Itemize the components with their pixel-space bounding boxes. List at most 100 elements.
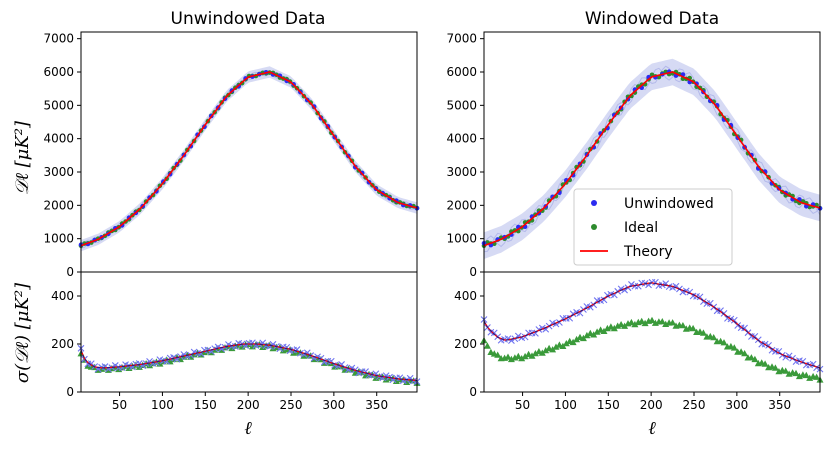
unwindowed-sigma-line <box>483 282 821 369</box>
ideal-sigma-marker <box>494 351 502 358</box>
ideal-sigma-marker <box>538 349 546 356</box>
unwindowed-sigma-marker <box>741 324 748 332</box>
x-tick-label: 250 <box>683 398 706 412</box>
ideal-sigma-marker <box>699 329 707 336</box>
ideal-sigma-marker <box>792 369 800 377</box>
y-tick-label: 3000 <box>43 165 74 179</box>
panel-windowed: Windowed Data 01000200030004000500060007… <box>446 9 824 412</box>
bottom-axes-frame <box>483 271 821 393</box>
x-axis-label-left: ℓ <box>244 418 252 439</box>
ideal-sigma-marker <box>483 342 491 349</box>
ideal-sigma-marker <box>689 324 697 332</box>
ideal-sigma-marker <box>658 318 666 325</box>
ideal-sigma-marker <box>617 321 625 328</box>
x-tick-label: 200 <box>237 398 260 412</box>
ideal-sigma-marker <box>679 322 687 329</box>
unwindowed-sigma-marker <box>730 316 738 324</box>
legend-label-theory: Theory <box>623 244 673 260</box>
y-tick-label: 7000 <box>446 32 477 46</box>
ideal-sigma-marker <box>542 347 550 354</box>
y-tick-label: 0 <box>469 265 477 279</box>
x-tick-label: 350 <box>768 398 791 412</box>
ideal-sigma-marker <box>737 348 745 355</box>
legend-box <box>573 188 733 266</box>
legend-label-ideal: Ideal <box>624 220 658 236</box>
y-tick-label: 4000 <box>43 132 74 146</box>
unwindowed-sigma-marker <box>504 335 512 343</box>
ideal-sigma-marker <box>562 340 570 347</box>
y-tick-label: 2000 <box>446 198 477 212</box>
ideal-sigma-marker <box>710 334 718 341</box>
uncertainty-band <box>81 66 417 252</box>
ideal-sigma-marker <box>146 362 154 369</box>
ideal-sigma-marker <box>504 353 512 360</box>
ideal-sigma-marker <box>115 365 123 373</box>
y-tick-label: 0 <box>66 265 74 279</box>
ideal-sigma-marker <box>806 374 814 381</box>
ideal-sigma-marker <box>813 373 821 380</box>
y-tick-label: 200 <box>51 337 74 351</box>
sigma-plot-unwindowed: 0 200 400 50 100 150 200 250 300 350 <box>51 271 421 412</box>
ideal-sigma-marker <box>600 327 608 334</box>
ideal-sigma-marker <box>730 344 738 351</box>
ideal-sigma-marker <box>669 319 677 326</box>
y-tick-label: 3000 <box>446 165 477 179</box>
legend-marker-unwindowed <box>591 200 597 206</box>
top-y-axis-label: 𝒟ℓ [μK²] <box>12 120 33 195</box>
legend-marker-ideal <box>591 224 597 230</box>
ideal-sigma-marker <box>761 360 769 367</box>
ideal-sigma-marker <box>782 367 790 374</box>
ideal-sigma-marker <box>802 371 810 379</box>
legend-label-unwindowed: Unwindowed <box>624 196 714 212</box>
ideal-sigma-marker <box>741 350 749 357</box>
ideal-sigma-marker <box>549 346 557 353</box>
x-tick-label: 100 <box>151 398 174 412</box>
y-tick-label: 5000 <box>446 98 477 112</box>
unwindowed-sigma-marker <box>170 354 177 361</box>
ideal-sigma-marker <box>638 317 646 324</box>
ideal-sigma-marker <box>228 344 236 352</box>
spectrum-plot-unwindowed: 0 1000 2000 3000 4000 5000 6000 7000 <box>43 31 420 279</box>
ideal-sigma-marker <box>507 355 515 363</box>
ideal-sigma-marker <box>403 378 411 385</box>
ideal-sigma-marker <box>573 335 581 343</box>
ideal-sigma-marker <box>603 324 611 332</box>
y-tick-label: 1000 <box>43 232 74 246</box>
ideal-sigma-marker <box>392 377 400 384</box>
y-tick-label: 0 <box>66 385 74 399</box>
y-tick-label: 6000 <box>43 65 74 79</box>
ideal-sigma-marker <box>747 354 755 361</box>
ideal-sigma-marker <box>583 331 591 339</box>
y-tick-label: 400 <box>454 289 477 303</box>
y-tick-label: 7000 <box>43 32 74 46</box>
ideal-sigma-marker <box>559 342 567 349</box>
y-tick-label: 5000 <box>43 98 74 112</box>
x-tick-label: 350 <box>365 398 388 412</box>
bottom-axes-frame <box>80 271 418 393</box>
ideal-sigma-marker <box>382 376 390 383</box>
y-tick-label: 200 <box>454 337 477 351</box>
ideal-sigma-marker <box>518 355 526 362</box>
panel-title-unwindowed: Unwindowed Data <box>171 9 326 29</box>
ideal-sigma-marker <box>641 319 649 327</box>
sigma-plot-windowed: 0 200 400 50 100 150 200 250 300 350 <box>454 271 824 412</box>
ideal-sigma-marker <box>569 338 577 346</box>
unwindowed-point <box>694 81 699 86</box>
theory-line <box>80 71 418 247</box>
legend: Unwindowed Ideal Theory <box>573 188 733 266</box>
ideal-sigma-marker <box>631 320 639 328</box>
ideal-sigma-marker <box>521 352 529 360</box>
x-tick-label: 50 <box>112 398 127 412</box>
ideal-sigma-marker <box>579 334 587 342</box>
y-tick-label: 400 <box>51 289 74 303</box>
x-tick-label: 200 <box>640 398 663 412</box>
ideal-sigma-marker <box>593 328 601 335</box>
x-tick-label: 50 <box>515 398 530 412</box>
ideal-sigma-marker <box>771 364 779 371</box>
x-tick-label: 300 <box>322 398 345 412</box>
ideal-sigma-marker <box>627 318 635 326</box>
panel-title-windowed: Windowed Data <box>585 9 719 29</box>
theory-line <box>483 71 821 247</box>
x-tick-label: 300 <box>725 398 748 412</box>
ideal-sigma-marker <box>531 350 539 357</box>
